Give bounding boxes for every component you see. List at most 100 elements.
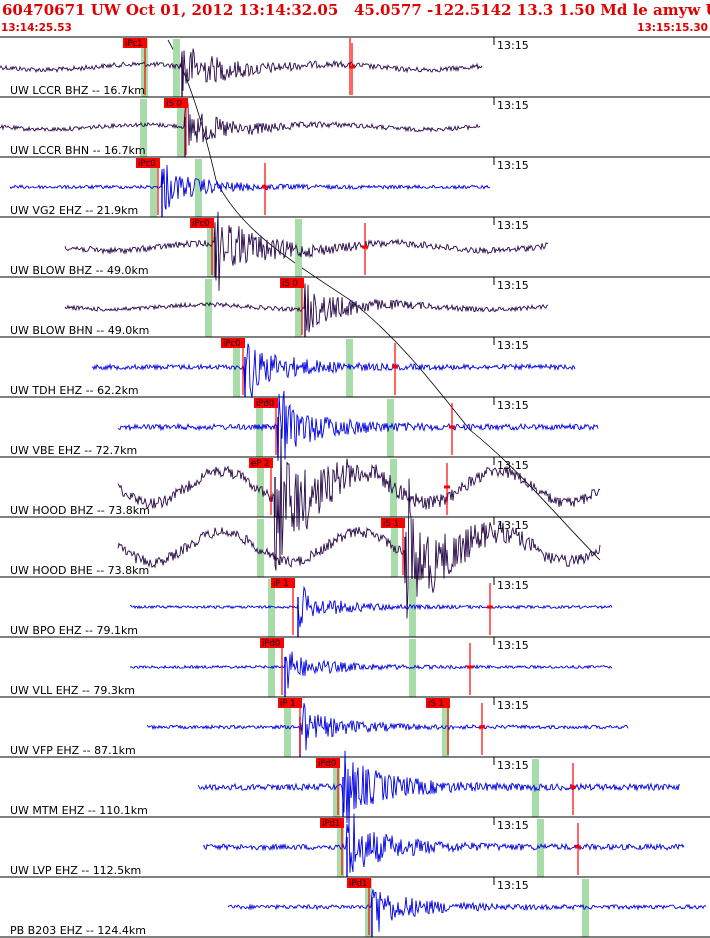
station-label: UW MTM EHZ -- 110.1km bbox=[10, 804, 148, 817]
pick-band bbox=[257, 459, 264, 517]
trace-row[interactable]: iP 1 iS 1 13:15 UW VFP EHZ -- 87.1km bbox=[0, 696, 710, 757]
station-label: UW LVP EHZ -- 112.5km bbox=[10, 864, 141, 877]
time-tick-label: 13:15 bbox=[497, 399, 529, 412]
time-tick-label: 13:15 bbox=[497, 759, 529, 772]
pick-band bbox=[409, 579, 416, 637]
trace-row[interactable]: iPd0 13:15 UW VBE EHZ -- 72.7km bbox=[0, 390, 710, 462]
pick-label: iS 0 bbox=[282, 279, 298, 289]
pick-label: iPc0 bbox=[192, 219, 210, 229]
station-label: UW VFP EHZ -- 87.1km bbox=[10, 744, 136, 757]
station-label: UW LCCR BHZ -- 16.7km bbox=[10, 84, 145, 97]
start-time: 13:14:25.53 bbox=[1, 22, 72, 34]
trace-row[interactable]: iPd0 13:15 UW MTM EHZ -- 110.1km bbox=[0, 750, 710, 825]
pick-label-box[interactable] bbox=[260, 638, 284, 648]
waveform bbox=[64, 211, 549, 291]
pick-label: iPd0 bbox=[256, 399, 274, 409]
trace-row[interactable]: iS 0 13:15 UW LCCR BHN -- 16.7km bbox=[0, 96, 710, 157]
pick-label-box[interactable] bbox=[278, 698, 302, 708]
trace-row[interactable]: iS 1 13:15 UW HOOD BHE -- 73.8km bbox=[0, 478, 710, 619]
trace-row[interactable]: iPc0 13:15 UW VG2 EHZ -- 21.9km bbox=[0, 156, 710, 217]
pick-label: iPc1 bbox=[125, 39, 143, 49]
pick-band bbox=[205, 279, 212, 337]
pick-label-box[interactable] bbox=[347, 878, 371, 888]
pick-label-box[interactable] bbox=[249, 458, 273, 468]
station-label: UW VBE EHZ -- 72.7km bbox=[10, 444, 137, 457]
time-tick-label: 13:15 bbox=[497, 99, 529, 112]
trace-row[interactable]: eP 2 13:15 UW HOOD BHZ -- 73.8km bbox=[0, 429, 710, 571]
pick-band bbox=[140, 99, 147, 157]
time-tick-label: 13:15 bbox=[497, 579, 529, 592]
pick-label-box[interactable] bbox=[381, 518, 405, 528]
pick-label-box[interactable] bbox=[320, 818, 344, 828]
waveform bbox=[92, 343, 576, 398]
trace-row[interactable]: iPd1 13:15 PB B203 EHZ -- 124.4km bbox=[0, 876, 710, 937]
pick-label: eP 2 bbox=[251, 459, 269, 469]
pick-band bbox=[333, 759, 340, 817]
pick-label: iPd1 bbox=[322, 819, 340, 829]
time-tick-label: 13:15 bbox=[497, 39, 529, 52]
pick-band bbox=[390, 459, 397, 517]
station-label: UW HOOD BHE -- 73.8km bbox=[10, 564, 149, 577]
pick-label-box[interactable] bbox=[164, 98, 188, 108]
trace-row[interactable]: iPd0 13:15 UW VLL EHZ -- 79.3km bbox=[0, 636, 710, 697]
time-tick-label: 13:15 bbox=[497, 219, 529, 232]
pick-band bbox=[387, 399, 394, 457]
station-label: PB B203 EHZ -- 124.4km bbox=[10, 924, 146, 937]
pick-band bbox=[207, 219, 214, 277]
time-tick-label: 13:15 bbox=[497, 879, 529, 892]
pick-label: iS 1 bbox=[383, 519, 399, 529]
pick-label-box[interactable] bbox=[271, 578, 295, 588]
trace-row[interactable]: iPc0 13:15 UW BLOW BHZ -- 49.0km bbox=[0, 211, 710, 291]
waveform bbox=[129, 585, 613, 628]
pick-label-box[interactable] bbox=[123, 38, 147, 48]
waveform bbox=[117, 429, 601, 571]
trace-row[interactable]: iP 1 13:15 UW BPO EHZ -- 79.1km bbox=[0, 576, 710, 637]
trace-row[interactable]: iPc1 13:15 UW LCCR BHZ -- 16.7km bbox=[0, 36, 710, 97]
pick-band bbox=[295, 219, 302, 277]
station-label: UW BLOW BHN -- 49.0km bbox=[10, 324, 149, 337]
pick-band bbox=[173, 39, 180, 97]
end-time: 13:15:15.30 bbox=[637, 22, 708, 34]
pick-label-box[interactable] bbox=[254, 398, 278, 408]
time-tick-label: 13:15 bbox=[497, 459, 529, 472]
pick-label-box[interactable] bbox=[190, 218, 214, 228]
trace-row[interactable]: iS 0 13:15 UW BLOW BHN -- 49.0km bbox=[0, 276, 710, 337]
pick-label: iPc0 bbox=[138, 159, 156, 169]
pick-label-box[interactable] bbox=[136, 158, 160, 168]
trace-row[interactable]: iPc0 13:15 UW TDH EHZ -- 62.2km bbox=[0, 336, 710, 398]
traveltime-curve bbox=[167, 39, 601, 561]
waveform bbox=[227, 889, 707, 932]
pick-band bbox=[195, 159, 202, 217]
station-label: UW HOOD BHZ -- 73.8km bbox=[10, 504, 150, 517]
time-tick-label: 13:15 bbox=[497, 519, 529, 532]
waveform bbox=[117, 478, 601, 619]
pick-band bbox=[257, 519, 264, 577]
pick-band bbox=[233, 339, 240, 397]
pick-label-box[interactable] bbox=[221, 338, 245, 348]
waveform bbox=[146, 703, 629, 751]
trace-row[interactable]: iPd1 13:15 UW LVP EHZ -- 112.5km bbox=[0, 813, 710, 878]
event-title: 60470671 UW Oct 01, 2012 13:14:32.05 45.… bbox=[2, 1, 710, 19]
pick-band bbox=[537, 819, 544, 877]
waveform bbox=[117, 390, 599, 462]
pick-band bbox=[268, 579, 275, 637]
pick-band bbox=[177, 99, 184, 157]
station-label: UW VLL EHZ -- 79.3km bbox=[10, 684, 135, 697]
station-label: UW VG2 EHZ -- 21.9km bbox=[10, 204, 138, 217]
waveform bbox=[64, 283, 549, 333]
waveform bbox=[197, 750, 681, 825]
waveform bbox=[129, 651, 613, 689]
time-tick-label: 13:15 bbox=[497, 819, 529, 832]
pick-label-box[interactable] bbox=[426, 698, 450, 708]
time-tick-label: 13:15 bbox=[497, 159, 529, 172]
pick-label-box[interactable] bbox=[316, 758, 340, 768]
pick-label-box[interactable] bbox=[280, 278, 304, 288]
pick-label: iPd0 bbox=[262, 639, 280, 649]
station-label: UW BLOW BHZ -- 49.0km bbox=[10, 264, 149, 277]
station-label: UW LCCR BHN -- 16.7km bbox=[10, 144, 146, 157]
station-label: UW TDH EHZ -- 62.2km bbox=[10, 384, 139, 397]
station-label: UW BPO EHZ -- 79.1km bbox=[10, 624, 138, 637]
waveform bbox=[0, 48, 483, 92]
